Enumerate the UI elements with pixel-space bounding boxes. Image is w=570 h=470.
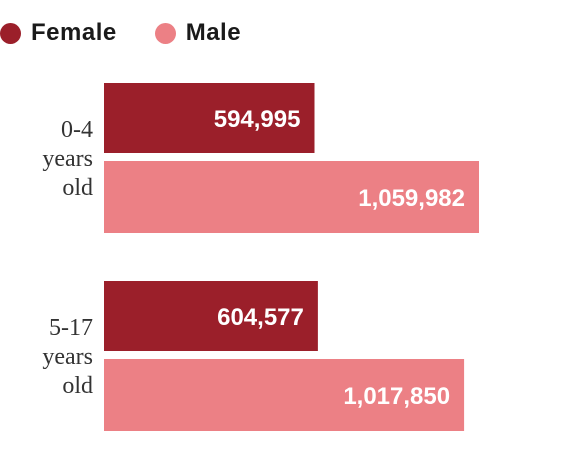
legend-label-female: Female <box>31 19 117 46</box>
bar-female-5-17 <box>104 281 318 351</box>
data-label-female-0-4: 594,995 <box>214 106 301 133</box>
category-label-0-4-line-0: 0-4 <box>61 117 93 143</box>
bar-female-0-4 <box>104 83 315 153</box>
bar-male-5-17 <box>104 359 465 431</box>
legend-item-male: Male <box>154 19 242 47</box>
data-label-male-5-17: 1,017,850 <box>343 383 450 410</box>
legend-swatch-female <box>0 22 21 44</box>
category-label-0-4-line-2: old <box>62 175 93 201</box>
legend-swatch-male <box>154 22 176 44</box>
category-label-5-17-line-2: old <box>62 373 93 399</box>
category-label-5-17-line-0: 5-17 <box>49 315 93 341</box>
bar-male-0-4 <box>104 161 479 233</box>
legend-label-male: Male <box>185 19 242 46</box>
data-label-female-5-17: 604,577 <box>217 304 304 331</box>
category-label-5-17-line-1: years <box>42 344 93 370</box>
legend: Female Male <box>0 18 279 48</box>
category-label-0-4-line-1: years <box>42 146 93 172</box>
data-label-male-0-4: 1,059,982 <box>358 185 465 212</box>
legend-item-female: Female <box>0 19 117 47</box>
